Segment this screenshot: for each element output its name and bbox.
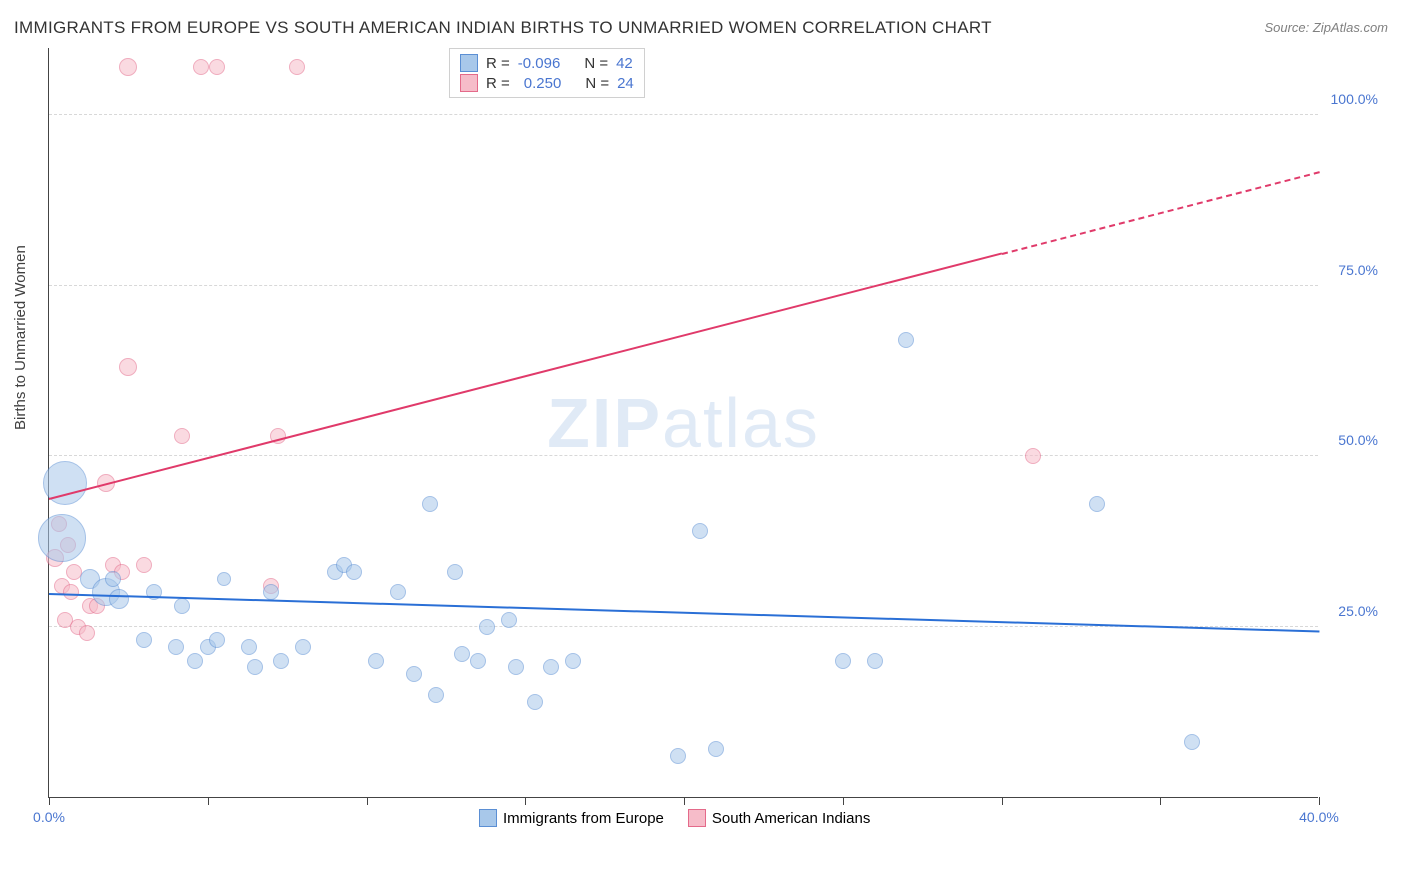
data-point [368,653,384,669]
r-label: R = [486,55,510,72]
data-point [109,589,129,609]
gridline [49,285,1318,286]
gridline [49,114,1318,115]
trend-line [49,593,1319,632]
legend-label-0: Immigrants from Europe [503,810,664,827]
data-point [263,584,279,600]
watermark: ZIPatlas [547,383,820,463]
data-point [119,58,137,76]
data-point [508,659,524,675]
x-tick [367,797,368,805]
data-point [136,557,152,573]
data-point [867,653,883,669]
data-point [105,571,121,587]
data-point [479,619,495,635]
data-point [428,687,444,703]
data-point [119,358,137,376]
data-point [295,639,311,655]
data-point [1025,448,1041,464]
data-point [543,659,559,675]
data-point [217,572,231,586]
series-legend: Immigrants from Europe South American In… [479,809,870,827]
y-tick-label: 100.0% [1331,91,1378,107]
data-point [422,496,438,512]
x-tick [525,797,526,805]
data-point [898,332,914,348]
correlation-legend: R = -0.096 N = 42 R = 0.250 N = 24 [449,48,645,98]
trend-line [49,253,1002,500]
data-point [38,514,86,562]
n-label: N = [584,55,608,72]
legend-item-1: South American Indians [688,809,870,827]
trend-line [1001,171,1319,255]
plot-area: ZIPatlas R = -0.096 N = 42 R = 0.250 N =… [48,48,1318,798]
data-point [708,741,724,757]
data-point [527,694,543,710]
data-point [174,598,190,614]
data-point [1184,734,1200,750]
x-tick [208,797,209,805]
n-value-1: 24 [617,75,634,92]
source-credit: Source: ZipAtlas.com [1264,20,1388,35]
data-point [193,59,209,75]
swatch-icon [479,809,497,827]
data-point [501,612,517,628]
data-point [470,653,486,669]
x-tick-label: 40.0% [1299,809,1339,825]
data-point [168,639,184,655]
data-point [136,632,152,648]
x-tick [1160,797,1161,805]
y-axis-label: Births to Unmarried Women [12,245,29,430]
data-point [692,523,708,539]
data-point [454,646,470,662]
chart-title: IMMIGRANTS FROM EUROPE VS SOUTH AMERICAN… [14,18,992,38]
r-value-1: 0.250 [518,75,562,92]
data-point [209,59,225,75]
data-point [209,632,225,648]
legend-label-1: South American Indians [712,810,870,827]
y-tick-label: 25.0% [1338,603,1378,619]
data-point [63,584,79,600]
data-point [79,625,95,641]
legend-item-0: Immigrants from Europe [479,809,664,827]
data-point [390,584,406,600]
corr-row-series-0: R = -0.096 N = 42 [460,53,634,73]
r-value-0: -0.096 [518,55,561,72]
x-tick [843,797,844,805]
x-tick [1002,797,1003,805]
n-value-0: 42 [616,55,633,72]
data-point [1089,496,1105,512]
data-point [273,653,289,669]
data-point [670,748,686,764]
gridline [49,455,1318,456]
swatch-icon [460,74,478,92]
x-tick [1319,797,1320,805]
y-tick-label: 50.0% [1338,432,1378,448]
data-point [565,653,581,669]
r-label: R = [486,75,510,92]
data-point [174,428,190,444]
data-point [447,564,463,580]
x-tick [684,797,685,805]
x-tick-label: 0.0% [33,809,65,825]
data-point [289,59,305,75]
data-point [241,639,257,655]
data-point [187,653,203,669]
n-label: N = [585,75,609,92]
corr-row-series-1: R = 0.250 N = 24 [460,73,634,93]
swatch-icon [688,809,706,827]
data-point [835,653,851,669]
y-tick-label: 75.0% [1338,262,1378,278]
swatch-icon [460,54,478,72]
data-point [406,666,422,682]
data-point [346,564,362,580]
x-tick [49,797,50,805]
data-point [247,659,263,675]
